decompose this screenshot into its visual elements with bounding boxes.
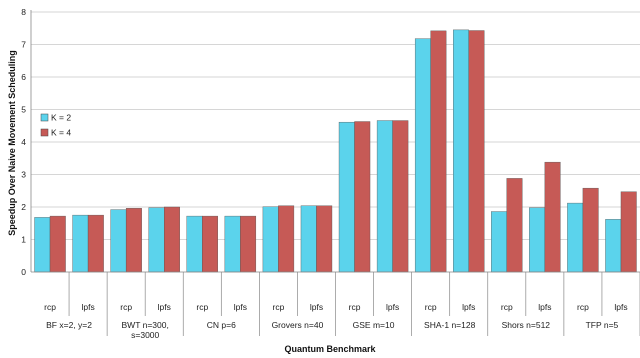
y-tick-labels: 0 1 2 3 4 5 6 7 8 [21, 7, 26, 277]
legend-label-k2: K = 2 [51, 113, 71, 123]
bar [202, 215, 218, 273]
bar [110, 209, 127, 273]
x-subcategory-label: lpfs [538, 302, 551, 312]
legend-swatch-k4 [40, 128, 49, 137]
bar [430, 30, 447, 273]
x-subcategory-label: lpfs [158, 302, 171, 312]
y-tick-label: 1 [21, 235, 26, 245]
bar [582, 187, 599, 273]
bar [506, 178, 523, 273]
y-axis-title: Speedup Over Naive Movement Scheduling [7, 50, 17, 236]
bar [376, 120, 393, 273]
x-subcategory-label: lpfs [386, 302, 399, 312]
legend-label-k4: K = 4 [51, 128, 71, 138]
x-subcategory-label: rcp [273, 302, 285, 312]
x-subcategory-label: rcp [425, 302, 437, 312]
bar [529, 207, 546, 273]
bar [354, 121, 371, 273]
x-subcategory-label: rcp [44, 302, 56, 312]
bar [224, 215, 241, 273]
bar [300, 205, 317, 273]
bar [240, 215, 257, 273]
bar [453, 29, 469, 273]
x-group-label: BF x=2, y=2 [46, 320, 92, 330]
y-tick-label: 6 [21, 72, 26, 82]
y-tick-label: 2 [21, 202, 26, 212]
x-group-label: Shors n=512 [502, 320, 551, 330]
x-tick-labels: rcp lpfs BF x=2, y=2 rcp lpfs BWT n=300, s=300… [44, 302, 627, 340]
x-subcategory-label: rcp [120, 302, 132, 312]
x-group-label: GSE m=10 [353, 320, 395, 330]
bar [316, 205, 333, 273]
legend: K = 2 K = 4 [40, 113, 71, 138]
gridlines [31, 11, 640, 240]
bars [34, 29, 637, 273]
y-tick-label: 8 [21, 7, 26, 17]
bar [620, 191, 637, 273]
x-subcategory-label: lpfs [614, 302, 627, 312]
bar [72, 214, 89, 273]
y-tick-label: 0 [21, 267, 26, 277]
y-tick-label: 3 [21, 170, 26, 180]
x-subcategory-label: lpfs [462, 302, 475, 312]
bar [164, 206, 180, 273]
x-group-label: SHA-1 n=128 [424, 320, 476, 330]
x-group-label: Grovers n=40 [272, 320, 324, 330]
axes [30, 10, 640, 336]
y-tick-label: 7 [21, 40, 26, 50]
x-subcategory-label: lpfs [310, 302, 323, 312]
bar [148, 207, 165, 273]
x-group-label: TFP n=5 [586, 320, 619, 330]
bar [87, 214, 104, 273]
x-subcategory-label: rcp [349, 302, 361, 312]
bar [34, 217, 51, 273]
bar [491, 211, 507, 273]
bar [338, 121, 355, 273]
x-subcategory-label: rcp [501, 302, 513, 312]
bar [544, 161, 561, 273]
y-tick-label: 4 [21, 137, 26, 147]
bar [468, 30, 485, 273]
x-subcategory-label: rcp [577, 302, 589, 312]
legend-swatch-k2 [40, 113, 49, 122]
x-subcategory-label: lpfs [234, 302, 247, 312]
bar [262, 206, 279, 273]
y-tick-label: 5 [21, 105, 26, 115]
bar [125, 208, 142, 273]
x-subcategory-label: lpfs [81, 302, 94, 312]
bar [392, 120, 409, 273]
x-group-label: CN p=6 [207, 320, 236, 330]
bar [278, 205, 295, 273]
x-group-label: BWT n=300, s=3000 [122, 320, 169, 340]
x-axis-title: Quantum Benchmark [284, 344, 376, 354]
bar [49, 215, 66, 273]
bar [186, 215, 203, 273]
bar [605, 219, 622, 273]
x-subcategory-label: rcp [196, 302, 208, 312]
bar [414, 38, 431, 273]
bar [567, 202, 584, 273]
